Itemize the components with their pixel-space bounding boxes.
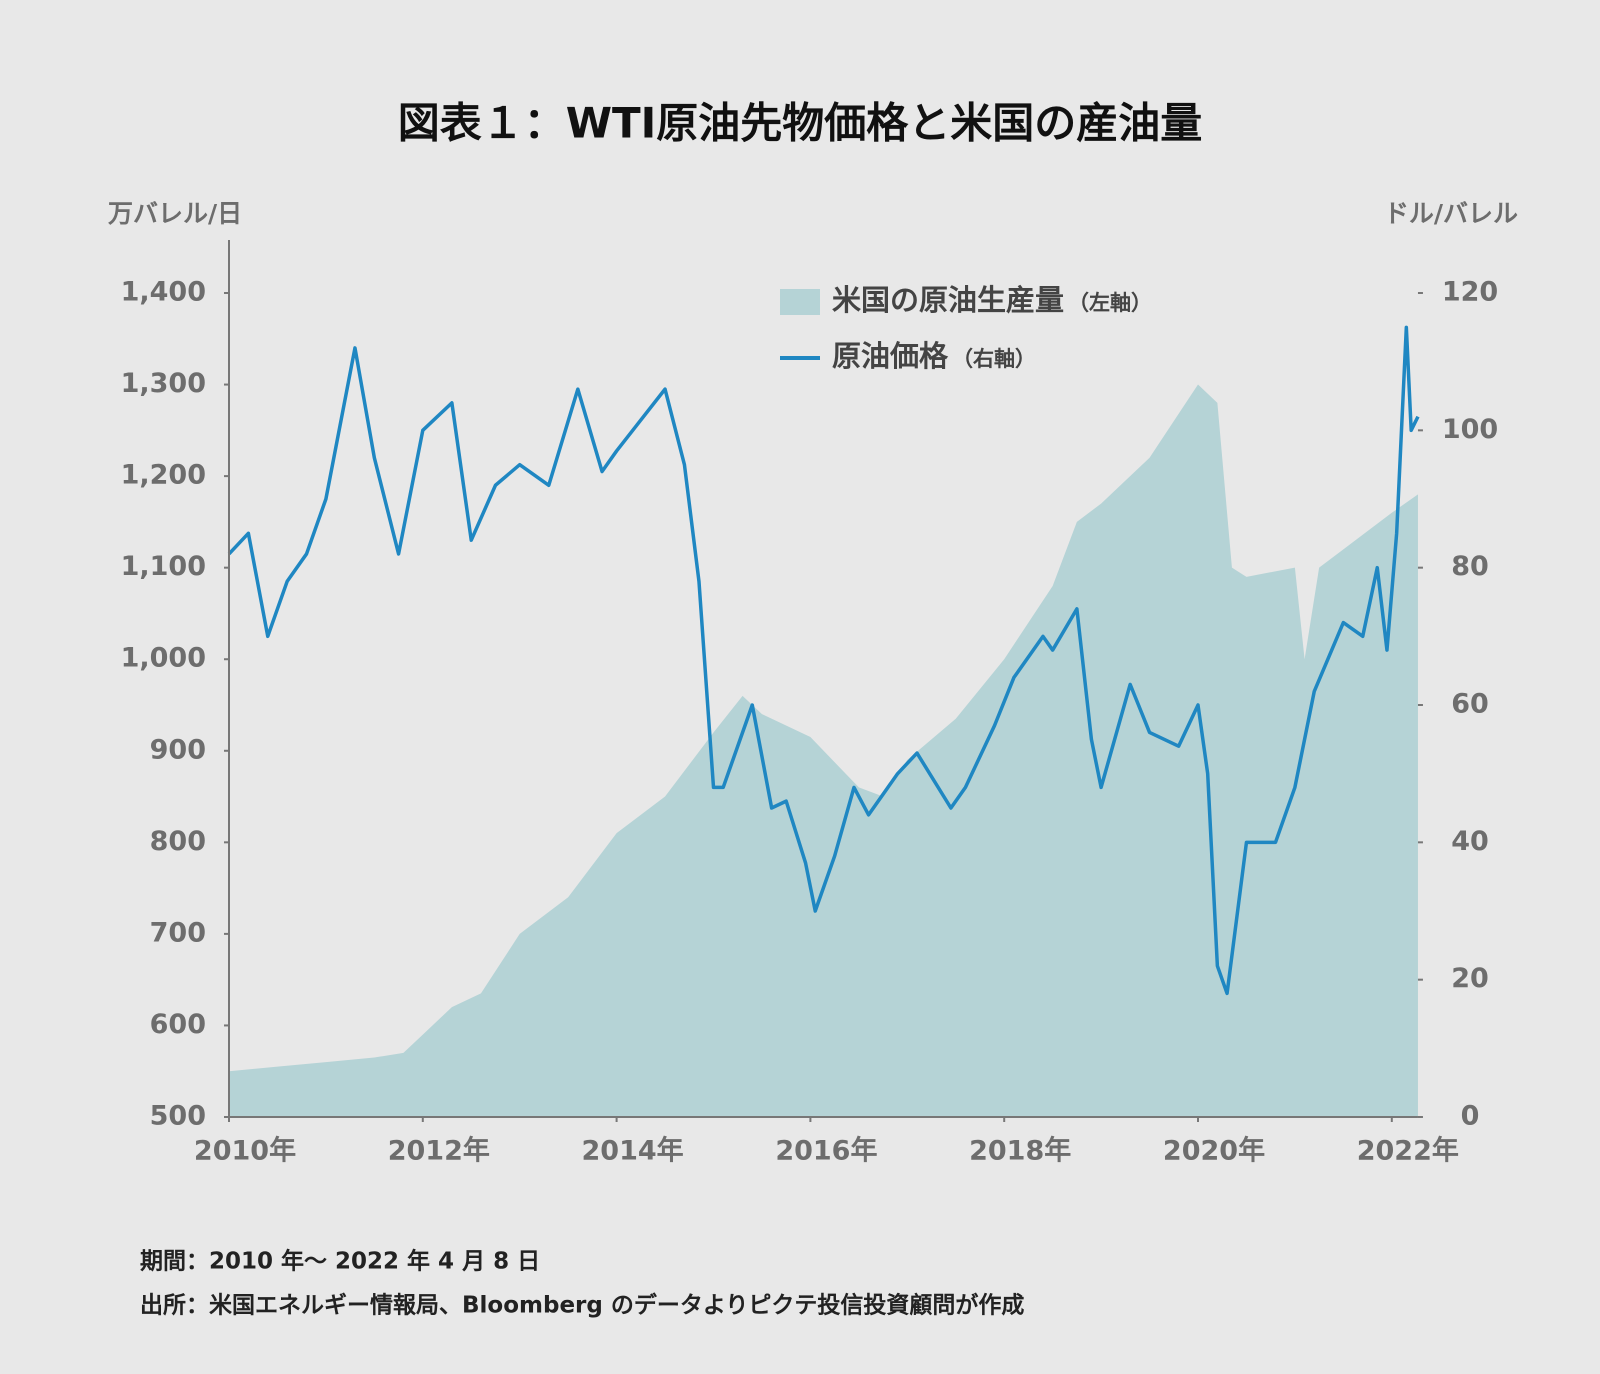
- y-tick-label: 600: [150, 1009, 206, 1040]
- y-tick-label: 1,300: [121, 368, 206, 399]
- legend-axis-note: （左軸）: [1068, 291, 1152, 315]
- legend-axis-note: （右軸）: [952, 347, 1036, 371]
- y2-tick-label: 40: [1451, 826, 1489, 857]
- x-tick-label: 2018年: [969, 1135, 1071, 1167]
- y-tick-label: 1,100: [121, 551, 206, 582]
- y2-tick-label: 120: [1442, 277, 1498, 308]
- area: [229, 384, 1418, 1117]
- legend-swatch: [780, 289, 820, 315]
- x-tick-label: 2022年: [1357, 1135, 1459, 1167]
- y-tick-label: 900: [150, 734, 206, 765]
- y-axis-label: 万バレル/日: [108, 199, 242, 228]
- y2-tick-label: 20: [1451, 963, 1489, 994]
- x-tick-label: 2020年: [1163, 1135, 1265, 1167]
- y2-tick-label: 80: [1451, 551, 1489, 582]
- y-tick-label: 1,200: [121, 460, 206, 491]
- y-tick-label: 1,400: [121, 277, 206, 308]
- legend-label: 原油価格: [832, 339, 949, 373]
- y2-axis-label: ドル/バレル: [1384, 199, 1518, 228]
- footnote: 期間：2010 年～ 2022 年 4 月 8 日: [140, 1248, 540, 1275]
- y-tick-label: 1,000: [121, 643, 206, 674]
- x-tick-label: 2016年: [775, 1135, 877, 1167]
- y2-tick-label: 0: [1461, 1101, 1480, 1132]
- y2-tick-label: 100: [1442, 414, 1498, 445]
- price-line: [227, 325, 1420, 996]
- y2-tick-label: 60: [1451, 689, 1489, 720]
- y-tick-label: 700: [150, 917, 206, 948]
- legend-label: 米国の原油生産量: [832, 283, 1064, 317]
- x-tick-label: 2012年: [388, 1135, 490, 1167]
- y-tick-label: 500: [150, 1101, 206, 1132]
- x-tick-label: 2014年: [582, 1135, 684, 1167]
- x-tick-label: 2010年: [194, 1135, 296, 1167]
- chart-title: 図表１：WTI原油先物価格と米国の産油量: [398, 99, 1203, 148]
- footnote: 出所：米国エネルギー情報局、Bloomberg のデータよりピクテ投信投資顧問が…: [140, 1292, 1024, 1319]
- y-tick-label: 800: [150, 826, 206, 857]
